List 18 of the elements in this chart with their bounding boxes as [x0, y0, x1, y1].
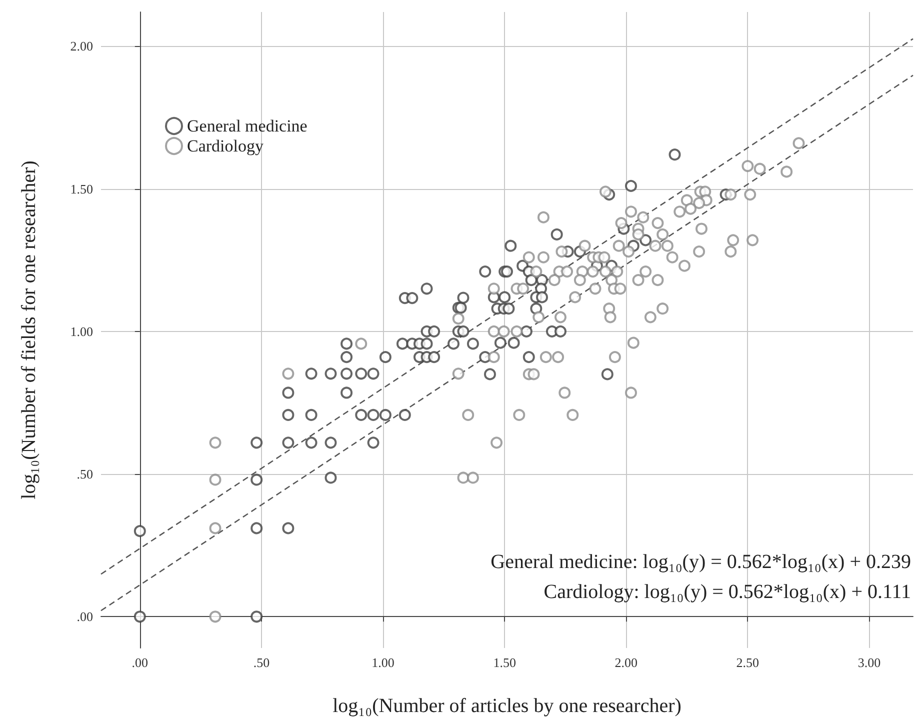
annotation: General medicine: log₁₀(y) = 0.562*log₁₀(x) + 0.239	[490, 551, 912, 573]
annotation: Cardiology: log₁₀(y) = 0.562*log₁₀(x) + 0.111	[544, 581, 911, 603]
x-tick-label: .50	[253, 655, 270, 670]
y-tick-label: 1.50	[70, 181, 93, 196]
legend-label: General medicine	[187, 116, 308, 136]
x-tick-label: 1.00	[372, 655, 394, 670]
y-tick-label: 2.00	[70, 38, 93, 54]
y-axis-title: log₁₀(Number of fields for one researcher)	[18, 160, 40, 500]
y-tick-label: 1.00	[70, 324, 93, 339]
y-tick-label: .00	[76, 609, 93, 624]
x-axis-title: log₁₀(Number of articles by one researcher)	[332, 695, 682, 717]
legend-label: Cardiology	[187, 136, 264, 156]
x-tick-label: 1.50	[493, 655, 516, 670]
x-tick-label: .00	[132, 655, 148, 670]
x-tick-label: 2.00	[614, 655, 638, 670]
x-tick-label: 3.00	[858, 655, 881, 670]
x-tick-label: 2.50	[736, 655, 760, 670]
y-tick-label: .50	[76, 466, 93, 482]
